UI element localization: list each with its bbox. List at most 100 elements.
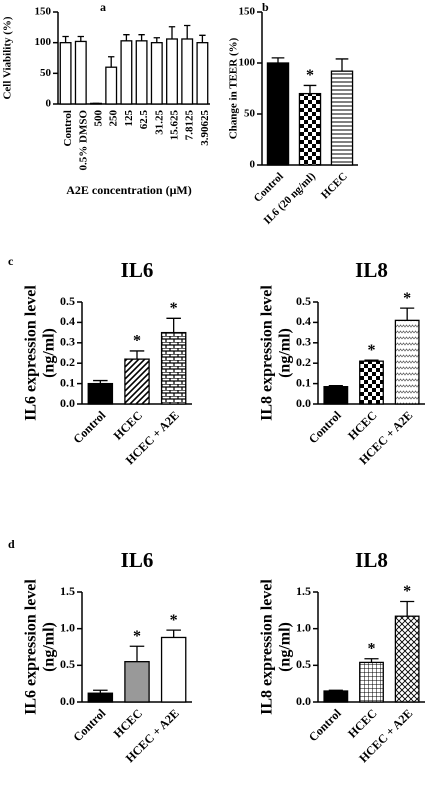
error-bar [364, 359, 379, 362]
error-bar [303, 84, 317, 94]
y-tick-label: 0.4 [296, 314, 311, 328]
y-axis-label: (ng/ml) [277, 328, 294, 378]
significance-marker: * [403, 290, 411, 307]
bar [298, 92, 322, 166]
y-axis-label: IL6 expression level [23, 579, 40, 715]
bar [394, 319, 420, 405]
bar [323, 386, 349, 405]
error-bar [108, 56, 115, 68]
x-tick-label: Control [306, 408, 344, 446]
error-bar [62, 35, 69, 43]
y-tick-label: 100 [239, 57, 256, 69]
y-tick-label: 1.0 [296, 620, 311, 634]
bar [74, 40, 87, 105]
x-tick-label: 3.90625 [199, 110, 211, 146]
error-bar [123, 34, 130, 41]
y-axis-label: Cell Viability (%) [2, 16, 14, 99]
y-axis-label: IL6 expression level [23, 285, 40, 421]
significance-marker: * [170, 300, 178, 317]
error-bar [328, 689, 343, 691]
y-tick-label: 0.1 [296, 375, 311, 389]
bar [359, 661, 384, 703]
x-tick-label: 31.25 [153, 110, 165, 135]
y-tick-label: 0 [46, 98, 52, 110]
x-tick-label: HCEC [345, 408, 379, 442]
chart-title: IL6 [121, 258, 154, 282]
error-bar [184, 24, 191, 39]
significance-marker: * [133, 333, 141, 350]
y-tick-label: 150 [35, 6, 52, 18]
panel-label: c [8, 254, 14, 268]
error-bar [77, 35, 84, 42]
bar [160, 331, 187, 405]
bar [266, 62, 290, 166]
y-tick-label: 0.1 [60, 375, 75, 389]
x-tick-label: HCEC [345, 706, 379, 740]
x-tick-label: 500 [93, 110, 105, 127]
significance-marker: * [368, 640, 376, 657]
significance-marker: * [170, 612, 178, 629]
x-tick-label: 62.5 [138, 110, 150, 130]
x-tick-label: 125 [123, 110, 135, 127]
error-bar [138, 34, 145, 41]
y-axis-label: Change in TEER (%) [228, 37, 240, 139]
bar [359, 360, 384, 405]
x-tick-label: HCEC [319, 170, 350, 201]
significance-marker: * [368, 342, 376, 359]
panel-label: a [100, 0, 106, 14]
y-tick-label: 0.0 [296, 694, 311, 708]
y-tick-label: 50 [244, 108, 256, 120]
y-tick-label: 0.2 [296, 355, 311, 369]
y-tick-label: 1.0 [60, 620, 75, 634]
bar [330, 70, 354, 166]
error-bar [93, 379, 108, 384]
x-tick-label: 15.625 [169, 110, 181, 141]
y-tick-label: 150 [239, 6, 256, 18]
y-tick-label: 1.5 [296, 584, 311, 598]
y-tick-label: 0.0 [296, 396, 311, 410]
bar [323, 690, 349, 703]
bar [150, 42, 163, 105]
x-tick-label: 0.5% DMSO [77, 110, 89, 171]
panel-label: b [262, 0, 269, 14]
error-bar [328, 384, 343, 387]
bar [196, 42, 209, 105]
error-bar [168, 26, 176, 39]
significance-marker: * [306, 67, 314, 84]
y-tick-label: 0.5 [60, 657, 75, 671]
x-tick-label: Control [70, 706, 108, 744]
x-tick-label: Control [70, 408, 108, 446]
panel-label: d [8, 537, 15, 551]
y-tick-label: 0.3 [296, 335, 311, 349]
x-tick-label: HCEC [111, 408, 145, 442]
bar [135, 40, 148, 105]
bar [105, 66, 118, 105]
bar [120, 40, 133, 105]
error-bar [199, 34, 206, 43]
y-tick-label: 1.5 [60, 584, 75, 598]
error-bar [335, 58, 349, 72]
y-tick-label: 0.4 [60, 314, 75, 328]
y-axis-label: (ng/ml) [277, 622, 294, 672]
chart-title: IL8 [355, 258, 388, 282]
error-bar [166, 629, 181, 638]
y-tick-label: 0.0 [60, 694, 75, 708]
y-tick-label: 0 [250, 159, 256, 171]
y-tick-label: 0.2 [60, 355, 75, 369]
y-axis-label: IL8 expression level [259, 579, 276, 715]
chart-title: IL8 [355, 548, 388, 572]
error-bar [153, 37, 160, 43]
error-bar [129, 645, 145, 662]
y-tick-label: 50 [40, 67, 52, 79]
error-bar [93, 689, 108, 694]
bar [59, 42, 72, 105]
bar [87, 692, 114, 703]
bar [124, 358, 150, 405]
x-tick-label: 250 [108, 110, 120, 127]
x-tick-label: 7.8125 [184, 110, 196, 141]
error-bar [364, 658, 379, 663]
x-tick-label: Control [306, 706, 344, 744]
y-tick-label: 0.5 [60, 294, 75, 308]
bar [394, 615, 420, 703]
